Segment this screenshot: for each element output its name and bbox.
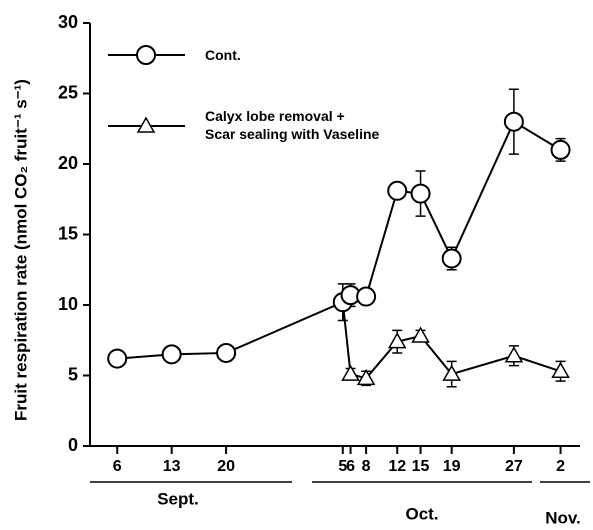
y-tick-label: 20 bbox=[58, 153, 78, 173]
marker-circle bbox=[550, 139, 571, 160]
y-tick-label: 0 bbox=[68, 435, 78, 455]
y-tick-label: 10 bbox=[58, 294, 78, 314]
marker-circle bbox=[503, 111, 524, 132]
x-tick-label: 13 bbox=[163, 458, 181, 475]
marker-circle bbox=[107, 348, 128, 369]
y-tick-label: 5 bbox=[68, 364, 78, 384]
y-tick-label: 30 bbox=[58, 12, 78, 32]
marker-triangle bbox=[387, 332, 407, 349]
legend-marker bbox=[136, 45, 156, 65]
legend-marker bbox=[136, 116, 156, 133]
x-tick-label: 19 bbox=[443, 458, 461, 475]
marker-triangle bbox=[504, 346, 524, 363]
x-tick-label: 6 bbox=[346, 458, 355, 475]
y-axis-label: Fruit respiration rate (nmol CO₂ fruit⁻¹… bbox=[11, 79, 30, 421]
marker-triangle bbox=[341, 364, 360, 381]
x-tick-label: 12 bbox=[388, 458, 406, 475]
x-tick-label: 8 bbox=[362, 458, 371, 475]
marker-circle bbox=[387, 180, 408, 201]
month-label: Nov. bbox=[545, 508, 581, 527]
x-tick-label: 15 bbox=[412, 458, 430, 475]
x-tick-label: 2 bbox=[556, 458, 565, 475]
marker-circle bbox=[216, 342, 237, 363]
marker-triangle bbox=[356, 368, 376, 386]
marker-circle bbox=[410, 183, 431, 204]
legend-label: Calyx lobe removal + Scar sealing with V… bbox=[205, 108, 380, 142]
marker-triangle bbox=[551, 361, 570, 379]
marker-triangle bbox=[442, 364, 461, 381]
marker-triangle bbox=[411, 326, 430, 343]
x-tick-label: 20 bbox=[217, 458, 235, 475]
y-tick-label: 15 bbox=[58, 223, 78, 243]
month-label: Oct. bbox=[405, 504, 438, 523]
y-tick-label: 25 bbox=[58, 82, 78, 102]
marker-circle bbox=[356, 286, 377, 307]
legend-label: Cont. bbox=[205, 47, 241, 63]
x-tick-label: 5 bbox=[338, 458, 347, 475]
series-line bbox=[117, 120, 562, 360]
month-label: Sept. bbox=[157, 489, 199, 508]
x-tick-label: 27 bbox=[505, 458, 523, 475]
marker-circle bbox=[441, 248, 462, 269]
marker-circle bbox=[161, 344, 182, 365]
x-tick-label: 6 bbox=[113, 458, 122, 475]
